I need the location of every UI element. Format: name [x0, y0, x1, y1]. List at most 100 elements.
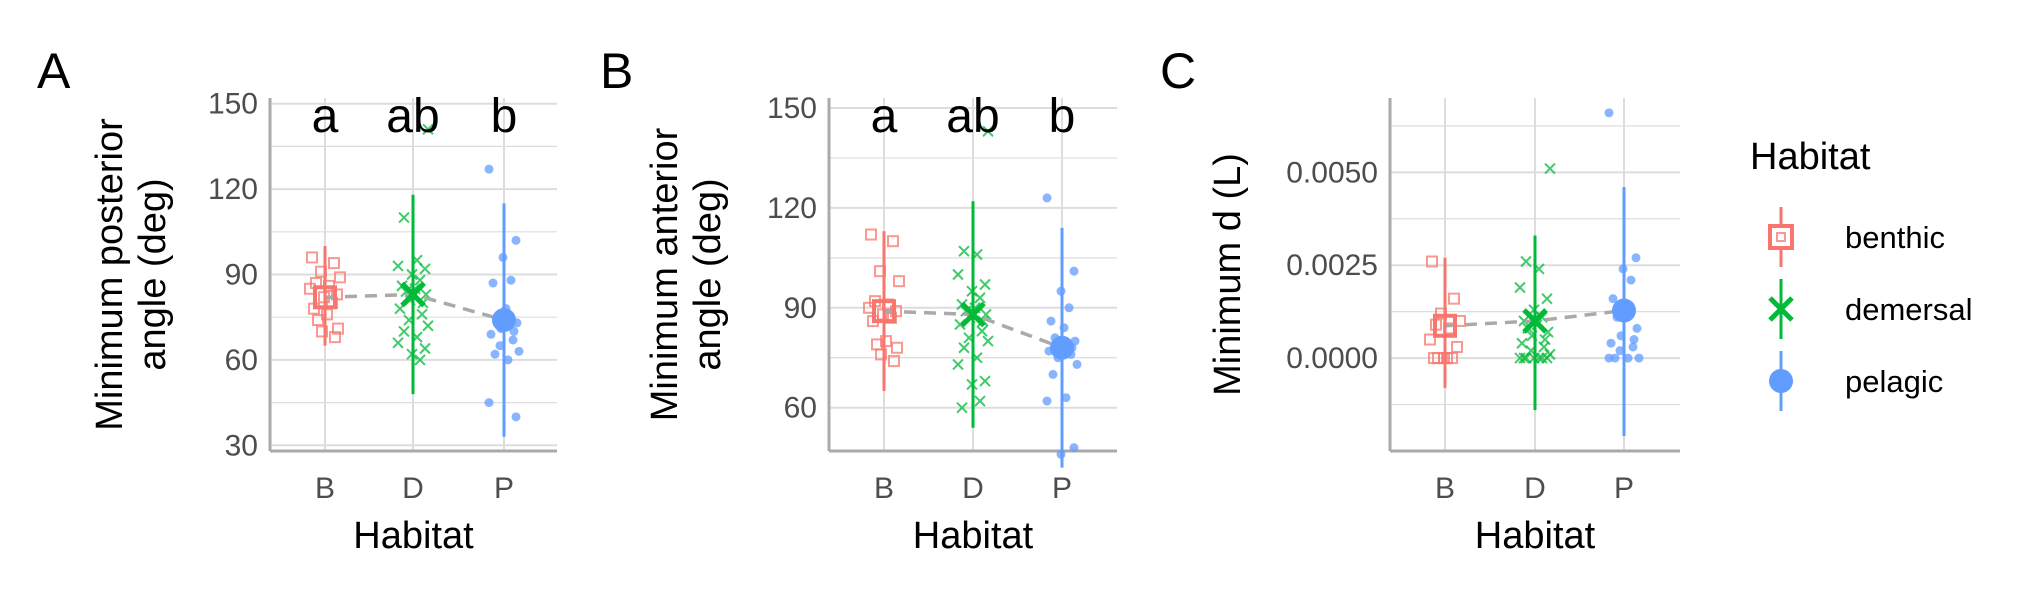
data-point	[416, 308, 428, 321]
panel-letter: C	[1160, 43, 1196, 99]
data-point	[1544, 162, 1556, 175]
data-point	[422, 123, 434, 136]
data-point	[1448, 292, 1460, 305]
data-point	[974, 395, 986, 407]
data-point	[1623, 353, 1633, 363]
data-point	[506, 275, 516, 285]
data-point	[891, 341, 903, 354]
data-point	[1538, 341, 1550, 353]
data-point	[1514, 281, 1526, 294]
y-tick-label: 60	[784, 392, 817, 425]
data-point	[1604, 108, 1614, 118]
data-point	[511, 412, 521, 422]
data-point	[484, 398, 494, 408]
mean-marker	[960, 301, 986, 328]
data-point	[422, 320, 434, 332]
mean-marker	[1433, 313, 1457, 338]
x-tick-label: D	[1524, 472, 1546, 505]
significance-letter: b	[491, 90, 518, 143]
panel-letter: A	[37, 43, 71, 99]
legend-item-demersal: demersal	[1768, 279, 1973, 339]
data-point	[332, 322, 344, 335]
data-point	[1069, 266, 1079, 276]
panel-letter: B	[600, 43, 633, 99]
y-axis-title: angle (deg)	[687, 178, 729, 370]
data-point	[1061, 393, 1071, 403]
data-point	[514, 346, 524, 356]
data-point	[1432, 352, 1444, 365]
data-point	[328, 257, 340, 270]
data-point	[1042, 193, 1052, 203]
legend-label: pelagic	[1845, 364, 1943, 399]
x-tick-label: P	[494, 472, 514, 505]
x-axis-title: Habitat	[1475, 515, 1596, 557]
data-point	[1629, 335, 1639, 345]
panel-B: 60 90 120 150 B D Pa ab b B Minimum anterior angle …	[600, 43, 1117, 557]
legend-label: demersal	[1845, 292, 1973, 327]
data-point	[1042, 396, 1052, 406]
data-point	[1634, 353, 1644, 363]
mean-marker	[872, 299, 896, 324]
data-point	[1516, 337, 1528, 349]
x-tick-label: D	[402, 472, 424, 505]
legend-key-marker	[1768, 296, 1794, 322]
data-point	[1451, 340, 1463, 353]
data-point	[419, 263, 431, 275]
significance-letter: ab	[386, 90, 439, 143]
x-tick-label: P	[1614, 472, 1634, 505]
significance-letter: b	[1049, 90, 1076, 143]
x-tick-label: B	[874, 472, 894, 505]
data-point	[1514, 352, 1526, 364]
legend-key-marker	[1768, 224, 1794, 250]
y-tick-label: 0.0025	[1286, 249, 1378, 282]
legend-item-benthic: benthic	[1768, 207, 1945, 267]
data-point	[334, 271, 346, 284]
data-point	[1518, 315, 1530, 327]
data-point	[956, 402, 968, 414]
data-point	[982, 125, 994, 138]
data-point	[392, 260, 404, 272]
data-point	[1536, 352, 1548, 364]
data-point	[329, 331, 341, 344]
data-point	[1520, 255, 1532, 268]
data-point	[982, 335, 994, 347]
data-point	[980, 308, 992, 321]
mean-marker	[1522, 308, 1548, 334]
data-point	[974, 292, 986, 304]
data-point	[511, 235, 521, 245]
data-point	[1048, 369, 1058, 379]
significance-letter: ab	[946, 90, 999, 143]
y-tick-label: 120	[767, 192, 817, 225]
significance-letter: a	[871, 90, 898, 143]
data-point	[495, 341, 505, 351]
data-point	[1628, 342, 1638, 352]
legend-key-marker	[1769, 369, 1793, 393]
data-point	[865, 228, 877, 241]
legend-title: Habitat	[1750, 136, 1871, 178]
data-point	[1426, 255, 1438, 268]
panel-C: 0.0000 0.0025 0.0050 B D P C Minimum d (L) Habit…	[1160, 43, 1680, 557]
y-tick-label: 90	[225, 259, 258, 292]
data-point	[958, 342, 970, 354]
legend-label: benthic	[1845, 220, 1945, 255]
x-axis-title: Habitat	[913, 515, 1034, 557]
data-point	[398, 211, 410, 224]
legend-key-point	[1776, 232, 1786, 242]
data-point	[887, 235, 899, 248]
x-axis-title: Habitat	[353, 515, 474, 557]
x-tick-label: B	[315, 472, 335, 505]
y-tick-label: 30	[225, 429, 258, 462]
data-point	[952, 268, 964, 281]
data-point	[484, 164, 494, 174]
x-tick-label: B	[1435, 472, 1455, 505]
mean-marker	[1612, 298, 1636, 323]
y-tick-label: 0.0050	[1286, 156, 1378, 189]
data-point	[893, 275, 905, 288]
y-tick-label: 150	[767, 92, 817, 125]
data-point	[490, 349, 500, 359]
data-point	[1424, 333, 1436, 346]
y-axis-title: Minimum anterior	[644, 127, 686, 421]
legend-item-pelagic: pelagic	[1769, 351, 1943, 411]
significance-letter: a	[312, 90, 339, 143]
